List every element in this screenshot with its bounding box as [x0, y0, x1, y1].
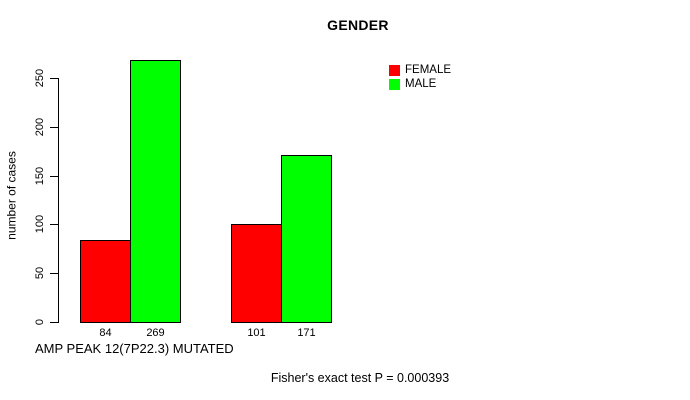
legend: FEMALE MALE: [389, 64, 451, 92]
y-tick-mark: [50, 273, 58, 275]
chart-title: GENDER: [327, 17, 389, 33]
y-tick-label: 150: [34, 166, 46, 185]
y-tick-mark: [50, 78, 58, 80]
legend-label-male: MALE: [405, 78, 437, 90]
y-tick-label: 50: [34, 267, 46, 280]
y-tick-mark: [50, 224, 58, 226]
y-tick-label: 100: [34, 215, 46, 234]
legend-entry-female: FEMALE: [389, 64, 451, 77]
female-color-swatch: [389, 65, 400, 76]
y-tick-mark: [50, 322, 58, 323]
legend-label-female: FEMALE: [405, 64, 452, 76]
bar-value-label: 171: [297, 327, 316, 339]
y-axis-label: number of cases: [4, 151, 19, 240]
bar-value-label: 269: [146, 327, 165, 339]
bar-value-label: 84: [99, 327, 112, 339]
bar-male-2: [281, 155, 332, 323]
y-tick-label: 0: [34, 318, 46, 326]
bar-female-2: [231, 223, 282, 323]
bar-female-1: [80, 240, 131, 323]
y-tick-label: 200: [34, 117, 46, 137]
bar-male-1: [130, 59, 181, 323]
male-color-swatch: [389, 79, 400, 90]
y-tick-label: 250: [34, 69, 46, 88]
x-axis-label: AMP PEAK 12(7P22.3) MUTATED: [35, 341, 234, 356]
fisher-test-annotation: Fisher's exact test P = 0.000393: [270, 371, 450, 385]
y-tick-mark: [50, 175, 58, 177]
y-tick-mark: [50, 126, 58, 128]
legend-entry-male: MALE: [389, 78, 451, 91]
y-axis-line: [58, 78, 59, 323]
bar-value-label: 101: [247, 327, 266, 339]
